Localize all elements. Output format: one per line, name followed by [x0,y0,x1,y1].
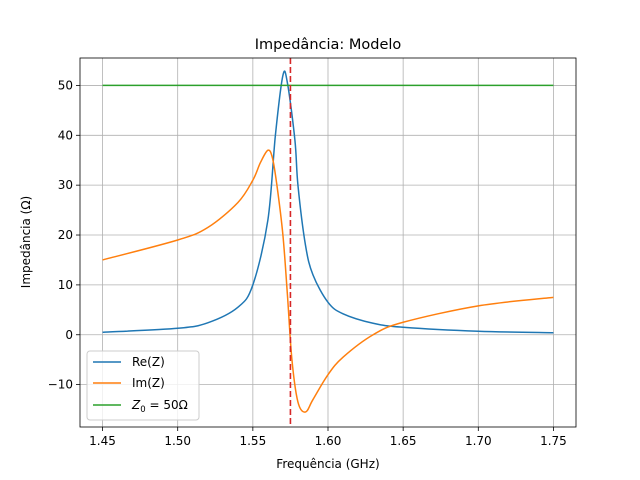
y-tick-label: 0 [65,328,73,342]
x-tick-label: 1.55 [239,434,266,448]
y-tick-label: 30 [58,178,73,192]
legend-z0-symbol: Z [131,398,141,412]
y-tick-label: 40 [58,128,73,142]
x-tick-label: 1.75 [540,434,567,448]
chart-title: Impedância: Modelo [255,37,402,53]
y-axis-label: Impedância (Ω) [19,196,33,288]
y-tick-label: 10 [58,278,73,292]
x-axis-label: Frequência (GHz) [276,457,379,471]
legend-z0-value: = 50Ω [146,398,188,412]
series-layer [102,58,554,427]
legend-label-z0: Z0 = 50Ω [131,398,188,415]
x-tick-label: 1.45 [89,434,116,448]
legend: Re(Z) Im(Z) Z0 = 50Ω [86,350,200,421]
series-line-0 [102,70,554,334]
y-tick-label: 20 [58,228,73,242]
x-tick-label: 1.65 [390,434,417,448]
series-line-1 [102,149,554,413]
legend-z0-subscript: 0 [140,405,145,415]
legend-label-im: Im(Z) [132,376,165,390]
y-tick-label: 50 [58,78,73,92]
legend-box [86,350,200,421]
x-tick-label: 1.70 [465,434,492,448]
legend-label-re: Re(Z) [132,355,165,369]
ticks: 1.45 1.50 1.55 1.60 1.65 1.70 1.75 −10 0 10 20 30 40… [48,78,567,448]
y-tick-label: −10 [48,378,73,392]
x-tick-label: 1.50 [164,434,191,448]
x-tick-label: 1.60 [315,434,342,448]
